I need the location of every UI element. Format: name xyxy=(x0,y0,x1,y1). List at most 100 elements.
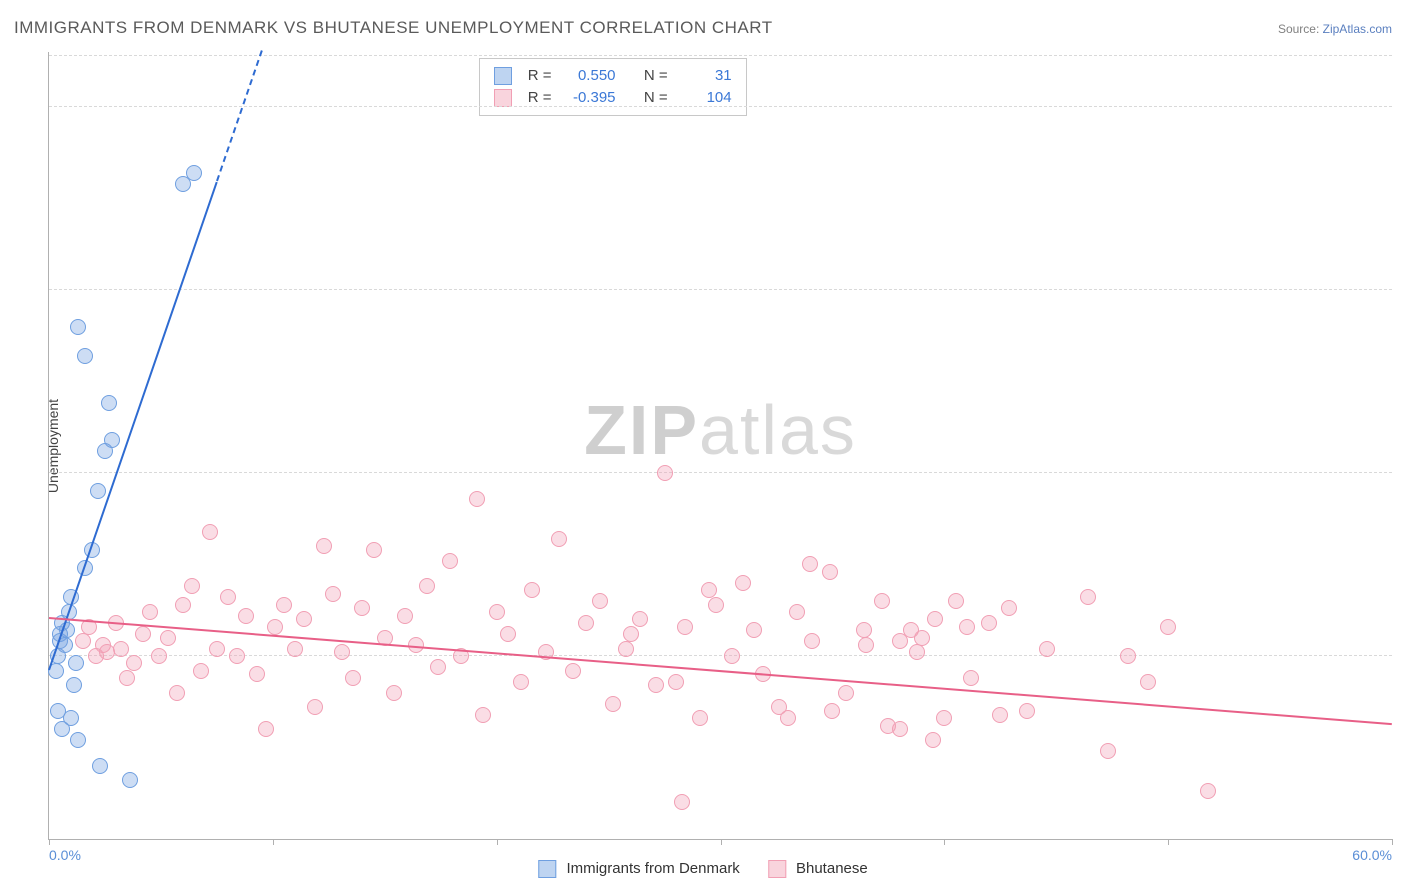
scatter-point xyxy=(119,670,135,686)
scatter-point xyxy=(66,677,82,693)
scatter-point xyxy=(249,666,265,682)
scatter-point xyxy=(1140,674,1156,690)
scatter-point xyxy=(565,663,581,679)
scatter-point xyxy=(992,707,1008,723)
scatter-point xyxy=(184,578,200,594)
plot-area: ZIPatlas R = 0.550 N = 31 R = -0.395 N =… xyxy=(48,52,1392,840)
corr-r-0: 0.550 xyxy=(562,65,616,87)
scatter-point xyxy=(345,670,361,686)
scatter-point xyxy=(746,622,762,638)
scatter-point xyxy=(914,630,930,646)
scatter-point xyxy=(68,655,84,671)
scatter-point xyxy=(169,685,185,701)
scatter-point xyxy=(948,593,964,609)
x-tick xyxy=(721,839,722,845)
x-tick xyxy=(1168,839,1169,845)
scatter-point xyxy=(307,699,323,715)
scatter-point xyxy=(442,553,458,569)
scatter-point xyxy=(701,582,717,598)
chart-title: IMMIGRANTS FROM DENMARK VS BHUTANESE UNE… xyxy=(14,18,773,38)
scatter-point xyxy=(1100,743,1116,759)
chart-root: IMMIGRANTS FROM DENMARK VS BHUTANESE UNE… xyxy=(0,0,1406,892)
gridline xyxy=(49,472,1392,473)
scatter-point xyxy=(258,721,274,737)
scatter-point xyxy=(354,600,370,616)
scatter-point xyxy=(142,604,158,620)
watermark: ZIPatlas xyxy=(584,390,857,470)
scatter-point xyxy=(1080,589,1096,605)
scatter-point xyxy=(101,395,117,411)
scatter-point xyxy=(75,633,91,649)
gridline xyxy=(49,655,1392,656)
scatter-point xyxy=(657,465,673,481)
source-link[interactable]: ZipAtlas.com xyxy=(1323,22,1392,36)
scatter-point xyxy=(892,633,908,649)
scatter-point xyxy=(959,619,975,635)
scatter-point xyxy=(500,626,516,642)
legend-item-0: Immigrants from Denmark xyxy=(538,860,740,878)
legend-swatch-1 xyxy=(768,860,786,878)
corr-swatch-0 xyxy=(494,67,512,85)
scatter-point xyxy=(1019,703,1035,719)
scatter-point xyxy=(1120,648,1136,664)
legend-swatch-0 xyxy=(538,860,556,878)
scatter-point xyxy=(780,710,796,726)
scatter-point xyxy=(104,432,120,448)
scatter-point xyxy=(267,619,283,635)
scatter-point xyxy=(287,641,303,657)
scatter-point xyxy=(692,710,708,726)
scatter-point xyxy=(202,524,218,540)
scatter-point xyxy=(469,491,485,507)
scatter-point xyxy=(397,608,413,624)
scatter-point xyxy=(856,622,872,638)
trend-line xyxy=(216,51,263,182)
scatter-point xyxy=(135,626,151,642)
scatter-point xyxy=(366,542,382,558)
scatter-point xyxy=(802,556,818,572)
scatter-point xyxy=(276,597,292,613)
x-tick xyxy=(1392,839,1393,845)
scatter-point xyxy=(674,794,690,810)
scatter-point xyxy=(419,578,435,594)
scatter-point xyxy=(220,589,236,605)
scatter-point xyxy=(858,637,874,653)
scatter-point xyxy=(334,644,350,660)
scatter-point xyxy=(789,604,805,620)
scatter-point xyxy=(735,575,751,591)
scatter-point xyxy=(592,593,608,609)
scatter-point xyxy=(92,758,108,774)
scatter-point xyxy=(175,597,191,613)
x-tick xyxy=(944,839,945,845)
gridline xyxy=(49,55,1392,56)
source-line: Source: ZipAtlas.com xyxy=(1278,22,1392,36)
corr-swatch-1 xyxy=(494,89,512,107)
scatter-point xyxy=(186,165,202,181)
scatter-point xyxy=(605,696,621,712)
scatter-point xyxy=(648,677,664,693)
scatter-point xyxy=(77,348,93,364)
legend-bottom: Immigrants from Denmark Bhutanese xyxy=(538,860,867,878)
scatter-point xyxy=(874,593,890,609)
scatter-point xyxy=(475,707,491,723)
scatter-point xyxy=(296,611,312,627)
scatter-point xyxy=(822,564,838,580)
scatter-point xyxy=(708,597,724,613)
scatter-point xyxy=(927,611,943,627)
scatter-point xyxy=(489,604,505,620)
scatter-point xyxy=(804,633,820,649)
gridline xyxy=(49,106,1392,107)
scatter-point xyxy=(316,538,332,554)
scatter-point xyxy=(1001,600,1017,616)
scatter-point xyxy=(880,718,896,734)
scatter-point xyxy=(386,685,402,701)
scatter-point xyxy=(238,608,254,624)
legend-label-0: Immigrants from Denmark xyxy=(566,860,739,877)
scatter-point xyxy=(122,772,138,788)
scatter-point xyxy=(551,531,567,547)
corr-n-0: 31 xyxy=(678,65,732,87)
scatter-point xyxy=(909,644,925,660)
scatter-point xyxy=(623,626,639,642)
scatter-point xyxy=(63,710,79,726)
scatter-point xyxy=(963,670,979,686)
scatter-point xyxy=(70,732,86,748)
